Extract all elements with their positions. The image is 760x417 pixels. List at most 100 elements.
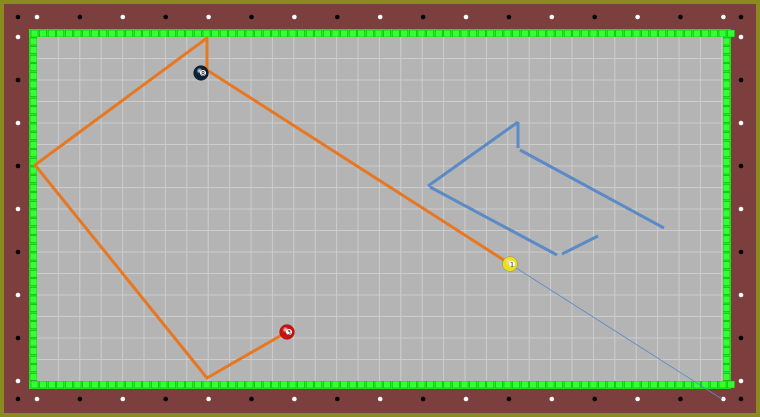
cushion-segment — [297, 380, 305, 389]
cushion-segment — [434, 29, 443, 38]
cushion-segment — [722, 244, 731, 252]
diamond-white — [292, 396, 297, 402]
diamond-white — [15, 378, 21, 384]
diamond-black — [15, 163, 21, 169]
cushion-segment — [314, 29, 323, 38]
cushion-segment — [305, 29, 314, 38]
cushion-segment — [29, 235, 38, 244]
cushion-segment — [727, 380, 735, 389]
cushion-segment — [288, 29, 297, 38]
cushion-segment — [29, 347, 38, 355]
cushion-segment — [142, 380, 151, 389]
cushion-segment — [323, 29, 331, 38]
cushion-segment — [30, 29, 39, 38]
diamond-black — [592, 14, 597, 20]
cushion-segment — [722, 321, 731, 330]
cushion-segment — [722, 166, 731, 175]
cushion-segment — [589, 29, 598, 38]
cushion-segment — [366, 380, 374, 389]
diamond-white — [635, 396, 640, 402]
cushion-segment — [460, 380, 469, 389]
cushion-segment — [340, 380, 348, 389]
cushion-segment — [29, 295, 38, 304]
cushion-segment — [400, 29, 409, 38]
cushion-segment — [512, 380, 520, 389]
cushion-segment — [159, 29, 168, 38]
cushion-segment — [538, 380, 546, 389]
diamond-white — [738, 378, 744, 384]
cushion-segment — [237, 29, 245, 38]
cushion-segment — [722, 261, 731, 269]
cushion-segment — [417, 29, 426, 38]
cushion-segment — [194, 29, 202, 38]
cushion-segment — [572, 29, 581, 38]
cushion-segment — [116, 29, 125, 38]
cushion-segment — [722, 218, 731, 226]
diamond-black — [249, 396, 254, 402]
cushion-segment — [722, 278, 731, 287]
cushion-segment — [710, 29, 718, 38]
diamond-black — [738, 396, 744, 402]
cushion-segment — [331, 29, 340, 38]
cushion-segment — [29, 364, 38, 373]
diamond-white — [15, 34, 21, 40]
cushion-segment — [47, 29, 56, 38]
cushion-segment — [29, 312, 38, 321]
diamond-white — [549, 396, 555, 402]
cushion-segment — [667, 29, 675, 38]
cushion-segment — [348, 29, 357, 38]
cushion-segment — [503, 380, 512, 389]
cushion-segment — [529, 380, 538, 389]
cushion-segment — [722, 364, 731, 373]
cushion-segment — [39, 29, 47, 38]
cushion-segment — [434, 380, 443, 389]
cushion-segment — [722, 158, 731, 166]
cushion-segment — [47, 380, 56, 389]
diamond-black — [15, 396, 21, 402]
cushion-segment — [649, 380, 658, 389]
cushion-segment — [722, 252, 731, 261]
cushion-segment — [426, 380, 434, 389]
cushion-segment — [108, 380, 116, 389]
cushion-segment — [29, 54, 38, 63]
cushion-segment — [477, 29, 486, 38]
cushion-segment — [29, 201, 38, 209]
cushion-segment — [722, 149, 731, 158]
cushion-segment — [29, 218, 38, 226]
cushion-segment — [658, 29, 667, 38]
cushion-segment — [512, 29, 520, 38]
cushion-segment — [722, 287, 731, 295]
cushion-segment — [168, 380, 176, 389]
diamond-white — [738, 120, 744, 126]
cushion-segment — [29, 287, 38, 295]
diamond-white — [34, 396, 40, 402]
diamond-black — [506, 14, 512, 20]
cushion-segment — [237, 380, 245, 389]
cushion-segment — [29, 46, 38, 54]
diamond-white — [34, 14, 40, 20]
cushion-segment — [722, 330, 731, 338]
cushion-segment — [469, 29, 477, 38]
cushion-segment — [722, 338, 731, 347]
cushion-segment — [73, 380, 82, 389]
diamond-black — [592, 396, 597, 402]
cushion-segment — [357, 29, 366, 38]
diamond-black — [738, 335, 744, 341]
cushion-segment — [108, 29, 116, 38]
diamond-black — [678, 396, 683, 402]
cushion-segment — [90, 380, 99, 389]
cushion-segment — [29, 183, 38, 192]
cushion-segment — [228, 380, 237, 389]
ball-number-label: 3 — [287, 329, 291, 336]
cushion-segment — [722, 192, 731, 201]
cushion-segment — [606, 380, 615, 389]
cushion-segment — [185, 29, 194, 38]
cushion-segment — [374, 380, 383, 389]
diamond-white — [463, 396, 469, 402]
diamond-black — [678, 14, 683, 20]
cushion-segment — [133, 29, 142, 38]
cushion-segment — [503, 29, 512, 38]
diamond-black — [15, 249, 21, 255]
